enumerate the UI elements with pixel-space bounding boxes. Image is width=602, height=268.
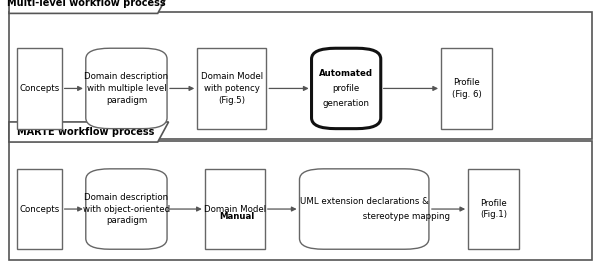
Polygon shape [9,122,169,142]
Bar [17,48,62,129]
Text: Multi-level workflow process: Multi-level workflow process [7,0,166,8]
Text: Profile
(Fig. 6): Profile (Fig. 6) [452,78,482,99]
Bar [205,169,265,249]
Text: Concepts: Concepts [19,84,59,93]
Text: generation: generation [323,99,370,108]
Bar [197,48,266,129]
Text: Concepts: Concepts [19,204,59,214]
Text: Domain description
with multiple level
paradigm: Domain description with multiple level p… [84,72,169,105]
Bar [441,48,492,129]
Text: Automated: Automated [319,69,373,78]
Bar [17,169,62,249]
Text: Manual: Manual [219,212,254,221]
Text: MARTE workflow process: MARTE workflow process [17,127,155,137]
FancyBboxPatch shape [85,169,167,249]
Text: UML extension declarations &: UML extension declarations & [300,197,429,206]
Text: Profile
(Fig.1): Profile (Fig.1) [480,199,507,219]
Bar [9,12,592,139]
Polygon shape [9,0,169,13]
Text: profile: profile [332,84,360,93]
Bar [468,169,519,249]
Text: Domain Model: Domain Model [203,204,266,214]
Text: stereotype mapping: stereotype mapping [359,212,450,221]
Bar [9,141,592,260]
FancyBboxPatch shape [300,169,429,249]
Text: Domain description
with object-oriented
paradigm: Domain description with object-oriented … [83,193,170,225]
FancyBboxPatch shape [312,48,380,129]
FancyBboxPatch shape [85,48,167,129]
Text: Domain Model
with potency
(Fig.5): Domain Model with potency (Fig.5) [200,72,263,105]
